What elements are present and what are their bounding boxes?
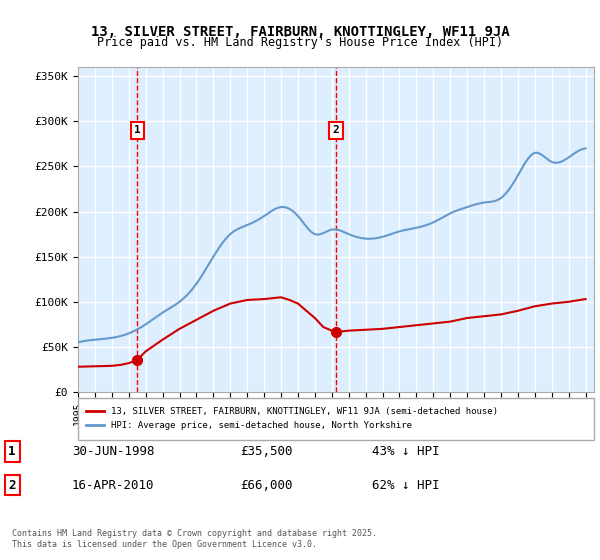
FancyBboxPatch shape	[78, 398, 594, 440]
Text: 62% ↓ HPI: 62% ↓ HPI	[372, 479, 439, 492]
Text: 2: 2	[332, 125, 340, 136]
Text: 30-JUN-1998: 30-JUN-1998	[72, 445, 155, 458]
Text: 1: 1	[134, 125, 140, 136]
Text: £35,500: £35,500	[240, 445, 293, 458]
Text: Price paid vs. HM Land Registry's House Price Index (HPI): Price paid vs. HM Land Registry's House …	[97, 36, 503, 49]
Text: 13, SILVER STREET, FAIRBURN, KNOTTINGLEY, WF11 9JA: 13, SILVER STREET, FAIRBURN, KNOTTINGLEY…	[91, 25, 509, 39]
Text: 1: 1	[8, 445, 16, 458]
Legend: 13, SILVER STREET, FAIRBURN, KNOTTINGLEY, WF11 9JA (semi-detached house), HPI: A: 13, SILVER STREET, FAIRBURN, KNOTTINGLEY…	[83, 404, 502, 433]
Text: £66,000: £66,000	[240, 479, 293, 492]
Text: 16-APR-2010: 16-APR-2010	[72, 479, 155, 492]
Text: 43% ↓ HPI: 43% ↓ HPI	[372, 445, 439, 458]
Text: 2: 2	[8, 479, 16, 492]
Text: Contains HM Land Registry data © Crown copyright and database right 2025.
This d: Contains HM Land Registry data © Crown c…	[12, 529, 377, 549]
